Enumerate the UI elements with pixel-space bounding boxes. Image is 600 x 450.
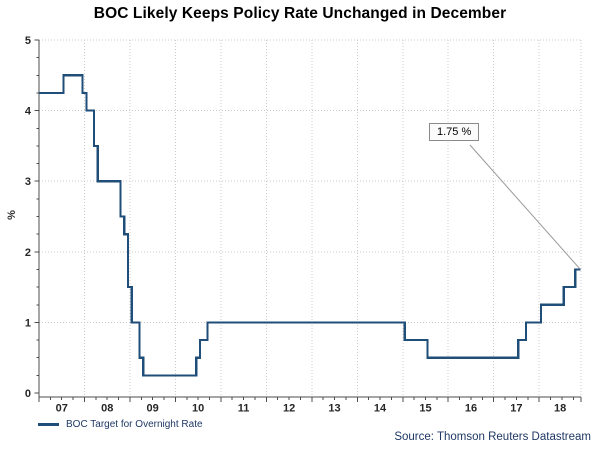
x-tick-label: 14 [374, 403, 387, 415]
chart-title: BOC Likely Keeps Policy Rate Unchanged i… [93, 5, 507, 22]
x-tick-label: 12 [283, 403, 295, 415]
annotation-leader-line [469, 144, 580, 269]
x-tick-label: 16 [465, 403, 477, 415]
legend-label: BOC Target for Overnight Rate [66, 419, 203, 430]
y-tick-label: 2 [25, 247, 31, 259]
x-tick-label: 18 [554, 403, 566, 415]
y-tick-label: 3 [25, 176, 31, 188]
rate-step-line [39, 74, 581, 377]
y-tick-label: 5 [25, 35, 31, 47]
x-tick-label: 10 [192, 403, 204, 415]
y-tick-label: 4 [25, 106, 32, 118]
source-credit: Source: Thomson Reuters Datastream [394, 431, 591, 443]
legend-line-swatch [38, 423, 59, 426]
x-tick-label: 08 [101, 403, 113, 415]
x-tick-label: 07 [56, 403, 68, 415]
x-tick-label: 13 [328, 403, 340, 415]
x-tick-label: 17 [510, 403, 522, 415]
legend: BOC Target for Overnight Rate [38, 419, 203, 430]
y-tick-label: 1 [25, 317, 31, 329]
x-tick-label: 09 [147, 403, 159, 415]
x-tick-label: 15 [419, 403, 431, 415]
x-tick-label: 11 [238, 403, 250, 415]
rate-annotation: 1.75 % [429, 123, 480, 141]
y-tick-label: 0 [25, 388, 31, 400]
